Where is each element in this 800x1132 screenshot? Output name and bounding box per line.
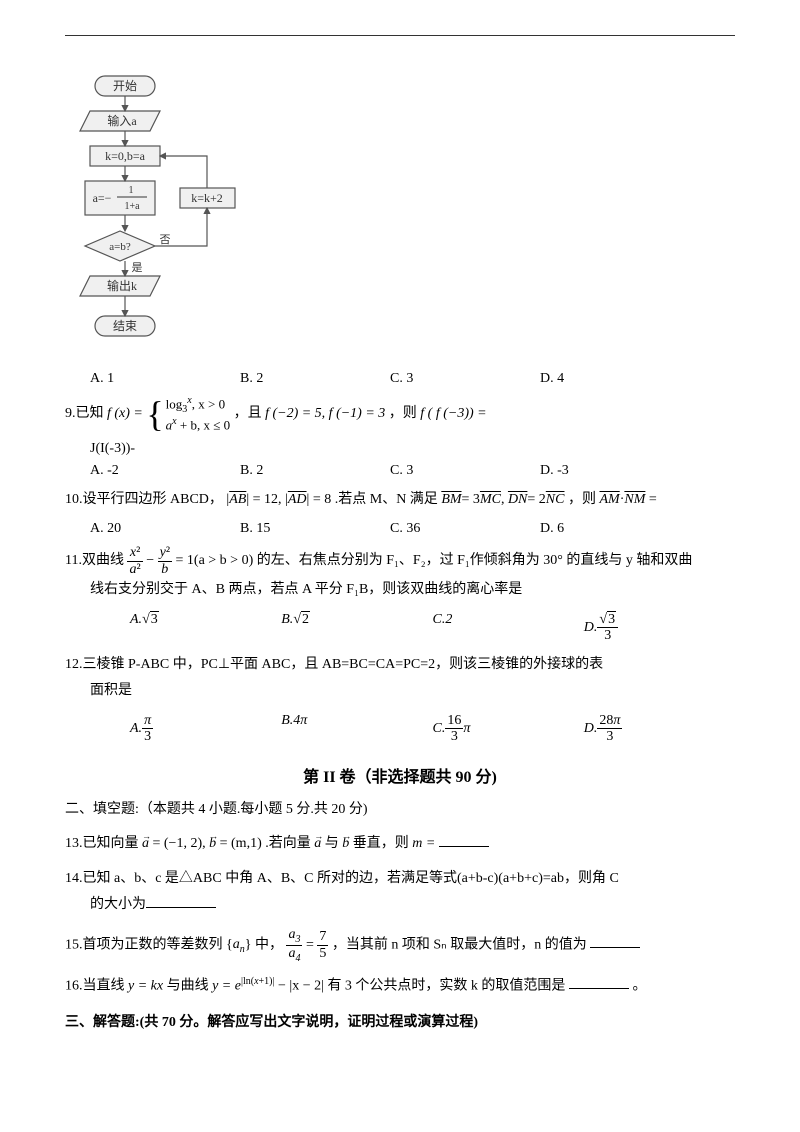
opt: D.28π3 [584,713,735,745]
fc-cond: a=b? [109,241,131,253]
top-rule [65,35,735,36]
opt: A. -2 [90,463,240,479]
flowchart: 开始 输入a k=0,b=a a=− 1 1+a k=k+2 a=b? 否 是 … [65,71,735,361]
fc-yes: 是 [132,261,143,274]
opt: C. 3 [390,371,540,387]
q8-options: A. 1 B. 2 C. 3 D. 4 [90,371,735,387]
q10-options: A. 20 B. 15 C. 36 D. 6 [90,521,735,537]
opt: B. 2 [240,371,390,387]
opt: D.√33 [584,612,735,644]
opt: B. 15 [240,521,390,537]
opt: D. 4 [540,371,690,387]
q12-options: A.π3 B.4π C.163π D.28π3 [130,713,735,745]
answer-heading: 三、解答题:(共 70 分。解答应写出文字说明，证明过程或演算过程) [65,1010,735,1037]
q9: 9.已知 f (x) = { log3x, x > 0 ax + b, x ≤ … [65,395,735,433]
q14: 14.已知 a、b、c 是△ABC 中角 A、B、C 所对的边，若满足等式(a+… [65,866,735,919]
fc-step: a=− [93,191,112,205]
opt: D. -3 [540,463,690,479]
opt: C. 3 [390,463,540,479]
fill-heading: 二、填空题:（本题共 4 小题.每小题 5 分.共 20 分) [65,797,735,824]
q15: 15.首项为正数的等差数列 {an} 中， a3a4 = 75 ，当其前 n 项… [65,927,735,964]
opt: B.4π [281,713,432,745]
opt: B. 2 [240,463,390,479]
fc-init: k=0,b=a [105,149,146,163]
q13: 13.已知向量 a = (−1, 2), b = (m,1) .若向量 a 与 … [65,831,735,858]
svg-text:1: 1 [129,185,134,196]
fc-no: 否 [160,234,171,246]
q16: 16.当直线 y = kx 与曲线 y = e|ln(x+1)| − |x − … [65,972,735,1000]
fc-inc: k=k+2 [191,191,223,205]
q9-options: A. -2 B. 2 C. 3 D. -3 [90,463,735,479]
blank [569,975,629,989]
q10: 10.设平行四边形 ABCD， |AB| = 12, |AD| = 8 .若点 … [65,487,735,514]
blank [146,894,216,908]
fc-input: 输入a [107,113,137,128]
opt: A.√3 [130,612,281,644]
opt: A. 20 [90,521,240,537]
opt: C.163π [433,713,584,745]
opt: C.2 [433,612,584,644]
blank [439,833,489,847]
fc-start: 开始 [113,79,137,93]
section-2-title: 第 II 卷（非选择题共 90 分) [65,763,735,787]
opt: B.√2 [281,612,432,644]
opt: A. 1 [90,371,240,387]
opt: A.π3 [130,713,281,745]
fc-output: 输出k [107,278,137,293]
opt: D. 6 [540,521,690,537]
q11-options: A.√3 B.√2 C.2 D.√33 [130,612,735,644]
opt: C. 36 [390,521,540,537]
q11: 11.双曲线 x²a² − y²b = 1(a > b > 0) 的左、右焦点分… [65,545,735,603]
q9-note: J(I(-3))- [90,441,735,457]
svg-text:1+a: 1+a [124,201,140,212]
fc-end: 结束 [113,319,137,333]
blank [590,934,640,948]
q12: 12.三棱锥 P-ABC 中，PC⊥平面 ABC，且 AB=BC=CA=PC=2… [65,652,735,705]
